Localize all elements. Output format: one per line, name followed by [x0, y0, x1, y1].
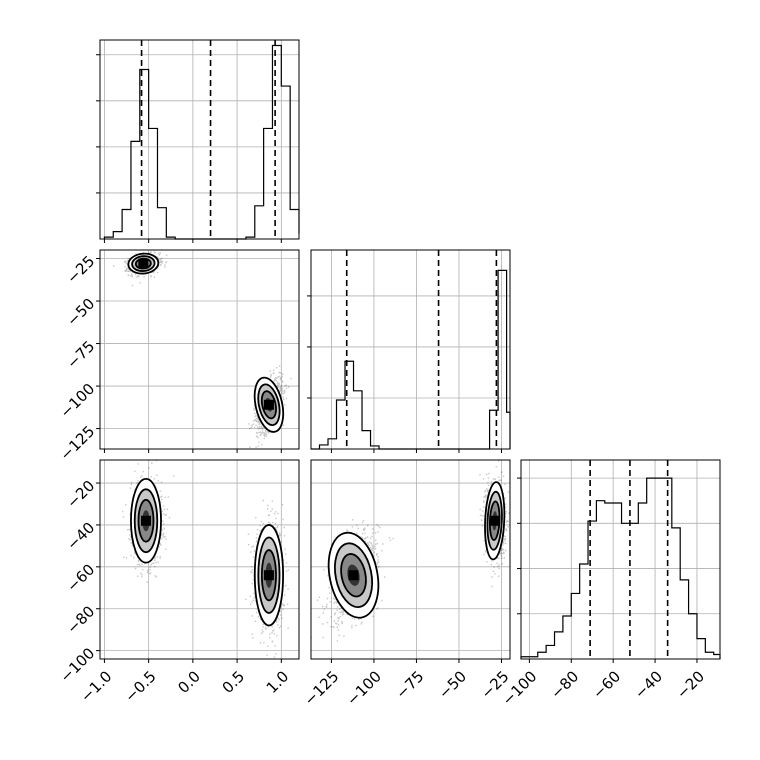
y-tick-label: −50	[63, 295, 98, 330]
x-tick-label: −40	[631, 667, 666, 702]
x-tick-label: −75	[392, 667, 427, 702]
contour-line-2	[137, 498, 155, 543]
tick-labels: −125−100−75−50−25−100−80−60−40−20−1.0 −0.…	[57, 252, 709, 709]
axes-frame	[520, 459, 721, 660]
panel-content	[100, 250, 299, 449]
axes-frame	[310, 459, 511, 660]
x-tick-label: −80	[547, 667, 582, 702]
x-tick-label: −60	[589, 667, 624, 702]
y-tick-label: −100	[57, 380, 99, 422]
x-tick-label: −20	[673, 667, 708, 702]
histogram-panel-1	[307, 249, 511, 453]
contour-line-1	[257, 383, 281, 427]
y-tick-label: −80	[63, 602, 98, 637]
contour-line-0	[253, 376, 285, 433]
scatter-points-1	[245, 499, 289, 658]
contour-line-2	[260, 549, 277, 602]
y-tick-label: −75	[63, 337, 98, 372]
x-tick-label: 1.0	[263, 667, 293, 697]
y-tick-label: −40	[63, 519, 98, 554]
contour-line-0	[253, 524, 284, 627]
contour-line-1	[334, 542, 374, 608]
density-peak	[138, 258, 149, 269]
x-tick-label: −125	[301, 667, 343, 709]
histogram-panel-0	[96, 39, 300, 243]
x-tick-label: 0.5	[219, 667, 249, 697]
x-tick-label: 0.0	[174, 667, 204, 697]
contour-line-0	[127, 252, 160, 275]
axes-frame	[99, 459, 300, 660]
density-peak	[263, 399, 274, 410]
y-tick-label: −125	[57, 422, 99, 464]
contour-line-1	[257, 536, 281, 614]
histogram-panel-2	[517, 459, 721, 663]
contour-line-0	[327, 531, 380, 619]
x-tick-label: −0.5	[121, 667, 159, 705]
contour-line-1	[131, 255, 156, 272]
panel-content	[100, 460, 299, 659]
scatter-panel-0-1	[96, 249, 300, 453]
histogram-step	[103, 44, 300, 240]
contour-line-2	[260, 390, 277, 420]
x-tick-label: −100	[343, 667, 385, 709]
density-peak	[348, 570, 359, 581]
contour-line-1	[133, 488, 159, 554]
x-tick-label: −1.0	[77, 667, 115, 705]
contour-line-1	[486, 490, 503, 551]
density-peak	[263, 570, 274, 581]
scatter-panel-0-2	[96, 459, 300, 663]
axes-frame	[310, 249, 511, 450]
y-tick-label: −25	[63, 252, 98, 287]
panel-content	[311, 460, 510, 659]
density-peak	[489, 515, 500, 526]
histogram-step	[520, 477, 721, 659]
axes-frame	[99, 249, 300, 450]
y-tick-label: −60	[63, 560, 98, 595]
x-tick-label: −50	[435, 667, 470, 702]
contour-line-0	[484, 481, 506, 561]
panels	[96, 39, 721, 663]
y-tick-label: −20	[63, 477, 98, 512]
density-peak	[140, 515, 151, 526]
contour-line-2	[340, 553, 367, 598]
contour-line-0	[130, 477, 162, 564]
scatter-panel-1-2	[310, 459, 511, 663]
histogram-step	[311, 269, 511, 450]
axes-frame	[99, 39, 300, 240]
